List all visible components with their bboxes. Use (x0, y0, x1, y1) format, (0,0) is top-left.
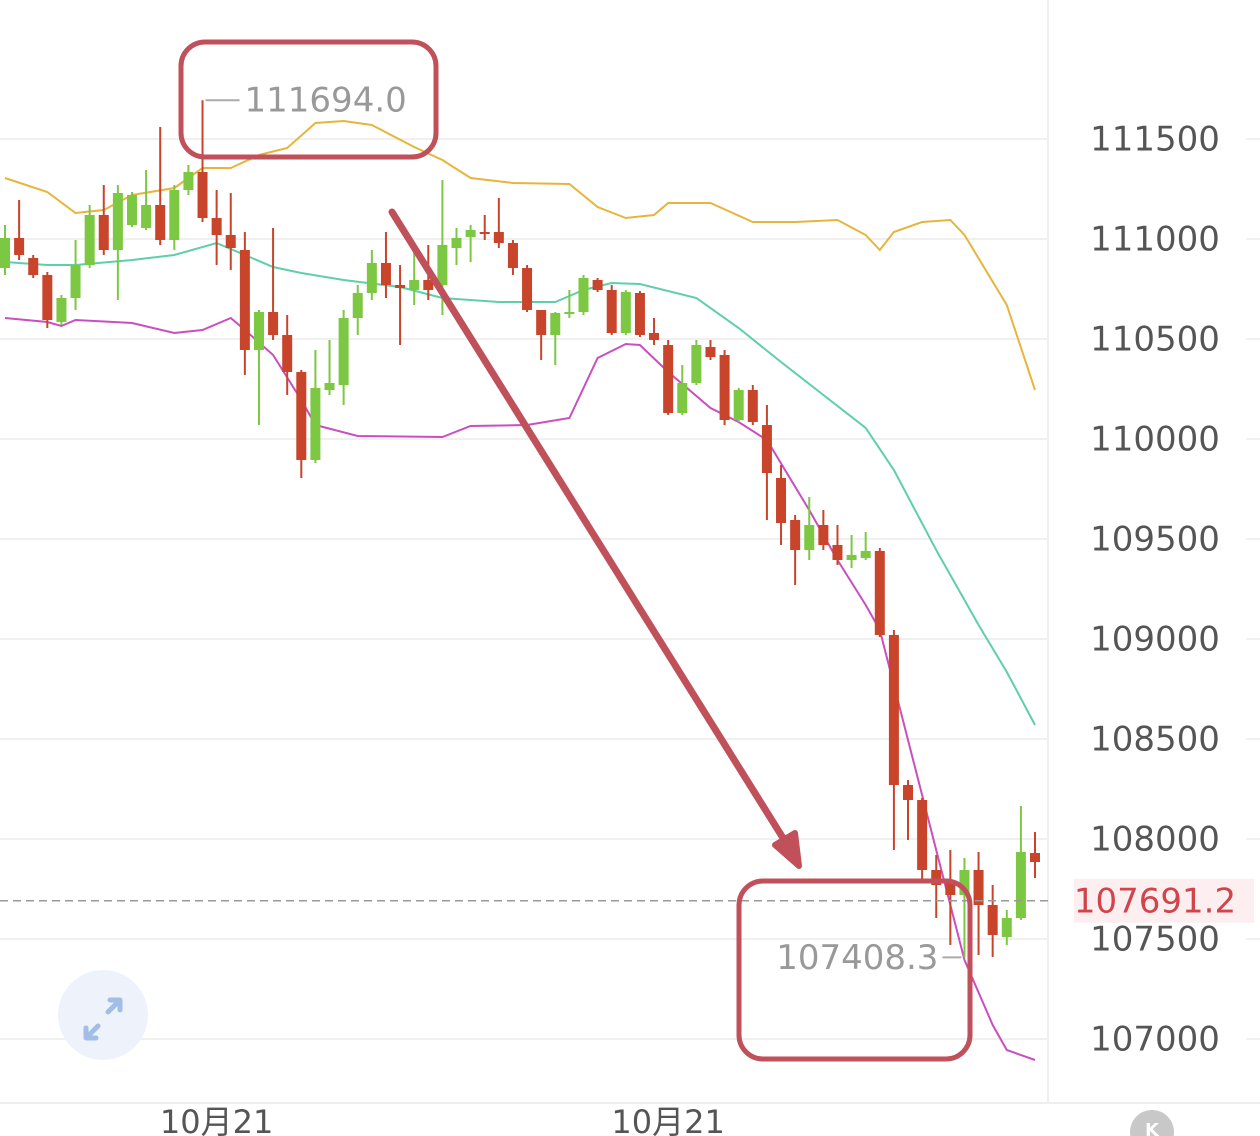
candle-body (112, 193, 123, 250)
candle-body (437, 245, 448, 285)
candle-body (888, 635, 899, 785)
y-tick-label: 107500 (1090, 920, 1220, 960)
candle-body (0, 238, 10, 268)
candle-body (649, 333, 660, 340)
x-tick-label: 10月21 (611, 1103, 724, 1136)
min-label: 107408.3 (776, 938, 938, 978)
candle-body (719, 355, 730, 420)
candle-body (705, 347, 716, 357)
candle-body (42, 275, 53, 320)
candle-body (141, 205, 152, 228)
candle-body (225, 235, 236, 248)
y-tick-label: 111000 (1090, 220, 1220, 260)
candle-body (790, 520, 801, 550)
candle-body (1030, 853, 1040, 862)
candle-body (804, 525, 815, 550)
trend-arrow (388, 208, 787, 842)
candle-body (564, 312, 575, 314)
y-tick-label: 109500 (1090, 520, 1220, 560)
y-tick-label: 110500 (1090, 320, 1220, 360)
candle-body (677, 383, 688, 413)
candle-body (606, 290, 617, 333)
candle-body (324, 383, 335, 390)
candle-body (973, 870, 984, 905)
y-tick-label: 109000 (1090, 620, 1220, 660)
candle-body (761, 425, 772, 473)
last-price-label: 107691.2 (1074, 881, 1236, 921)
candle-body (663, 345, 674, 413)
candle-body (28, 258, 39, 275)
kline-badge[interactable]: K (1130, 1110, 1174, 1136)
y-tick-label: 110000 (1090, 420, 1220, 460)
candle-body (493, 232, 504, 243)
candle-body (747, 390, 758, 422)
candle-body (522, 268, 533, 310)
candle-body (352, 293, 363, 318)
candle-body (451, 238, 462, 248)
candle-body (578, 278, 589, 312)
candle-body (959, 870, 970, 895)
candle-body (395, 285, 406, 288)
candle-body (507, 243, 518, 268)
candle-body (239, 250, 250, 350)
candle-body (1001, 918, 1012, 937)
candle-body (155, 205, 166, 240)
highlight-box (178, 39, 439, 160)
candle-body (592, 280, 603, 290)
band-line (4, 241, 1036, 726)
badge-text: K (1145, 1120, 1160, 1136)
candle-body (691, 345, 702, 383)
candle-body (70, 265, 81, 298)
expand-button[interactable] (58, 970, 148, 1060)
candle-body (832, 545, 843, 560)
candle-body (14, 238, 25, 255)
candle-body (268, 312, 279, 335)
candle-body (1015, 852, 1026, 918)
candle-body (253, 312, 264, 350)
candle-body (733, 390, 744, 420)
candle-body (197, 172, 208, 218)
candle-body (874, 551, 885, 635)
candle-body (945, 882, 956, 895)
highlight-box (736, 878, 973, 1062)
candle-body (550, 313, 561, 335)
candle-body (917, 800, 928, 870)
y-tick-label: 111500 (1090, 120, 1220, 160)
candle-body (818, 525, 829, 545)
candle-body (98, 215, 109, 250)
trend-arrow-head (772, 830, 802, 869)
candle-body (903, 785, 914, 800)
candle-body (465, 230, 476, 237)
candle-body (846, 555, 857, 560)
candle-body (296, 372, 307, 460)
max-label: 111694.0 (245, 81, 407, 121)
candle-body (211, 218, 222, 235)
y-tick-label: 108500 (1090, 720, 1220, 760)
candle-body (776, 478, 787, 523)
candle-body (126, 195, 137, 225)
y-tick-label: 107000 (1090, 1020, 1220, 1060)
candle-body (620, 292, 631, 333)
last-price-bg (1074, 878, 1254, 923)
candle-body (380, 263, 391, 285)
candle-body (282, 335, 293, 372)
candle-body (987, 905, 998, 935)
candle-body (860, 551, 871, 558)
candle-body (366, 263, 377, 293)
candle-body (338, 318, 349, 385)
candle-body (56, 298, 67, 322)
x-tick-label: 10月21 (160, 1103, 273, 1136)
candle-body (634, 293, 645, 335)
candle-body (536, 310, 547, 335)
candle-body (84, 215, 95, 265)
y-tick-label: 108000 (1090, 820, 1220, 860)
candle-body (409, 280, 420, 290)
candle-body (310, 388, 321, 460)
candle-body (169, 190, 180, 240)
candle-body (183, 172, 194, 190)
candle-body (931, 870, 942, 885)
candle-body (423, 280, 434, 290)
candle-body (479, 232, 490, 234)
